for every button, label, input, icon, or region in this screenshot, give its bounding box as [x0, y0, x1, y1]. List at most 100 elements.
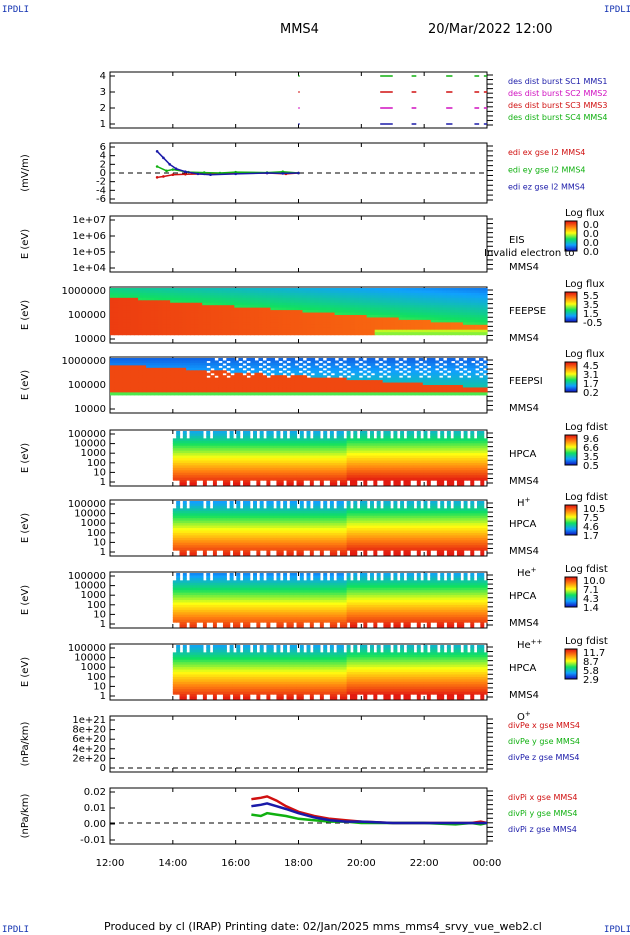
feepsi-cell [423, 392, 428, 395]
feepsi-cell [443, 392, 448, 395]
feepse-cell [419, 332, 424, 335]
feepsi-cell [303, 392, 308, 395]
feepsi-cell [411, 392, 416, 395]
feepsi-cell [451, 358, 456, 361]
feepsi-cell [479, 373, 484, 376]
feepse-cell [411, 332, 416, 335]
feepsi-cell [455, 365, 460, 368]
feepsi-cell [435, 360, 440, 363]
feepsi-cell [270, 365, 275, 368]
feepse-cell [142, 332, 147, 335]
feepsi-cell [323, 392, 328, 395]
feepsi-cell [483, 360, 488, 363]
feepsi-cell [435, 392, 440, 395]
feepse-colorbar-tick: -0.5 [583, 318, 603, 329]
feepsi-cell [427, 373, 432, 376]
feepsi-cell [399, 363, 404, 366]
feepsi-cell [282, 370, 287, 373]
feepsi-cell [407, 368, 412, 371]
feepsi-cell [319, 358, 324, 361]
feepsi-cell [258, 368, 263, 371]
feepsi-cell [383, 360, 388, 363]
time-axis-label: 16:00 [221, 858, 250, 869]
time-axis-label: 18:00 [284, 858, 313, 869]
feepsi-cell [399, 392, 404, 395]
feepse-cell [315, 332, 320, 335]
feepsi-cell [427, 363, 432, 366]
feepsi-cell [447, 368, 452, 371]
feepsi-cell [238, 363, 243, 366]
feepsi-cell [379, 392, 384, 395]
feepsi-cell [463, 365, 468, 368]
feepsi-ylabel: E (eV) [20, 370, 31, 400]
feepsi-cell [311, 392, 316, 395]
edi-series-point [234, 173, 237, 176]
eis-ytick-label: 1e+04 [72, 263, 106, 274]
feepse-cell [186, 332, 191, 335]
feepse-cell [451, 332, 456, 335]
feepse-ytick-label: 10000 [74, 334, 106, 345]
feepsi-cell [258, 392, 263, 395]
feepsi-cell [347, 392, 352, 395]
feepse-cell [307, 332, 312, 335]
feepsi-cell [262, 392, 267, 395]
feepsi-cell [387, 392, 392, 395]
feepsi-cell [226, 358, 231, 361]
feepsi-cell [138, 392, 143, 395]
edi-series-point [281, 172, 284, 175]
feepsi-cell [262, 365, 267, 368]
feepse-cell [198, 332, 203, 335]
feepsi-cell [206, 373, 211, 376]
feepsi-cell [278, 358, 283, 361]
burst-legend-label: des dist burst SC1 MMS1 [508, 77, 607, 86]
edi-legend-label: edi ex gse l2 MMS4 [508, 148, 585, 157]
eis-panel-frame [110, 216, 487, 272]
feepse-cell [299, 332, 304, 335]
time-axis-label: 22:00 [410, 858, 439, 869]
feepsi-cell [206, 368, 211, 371]
eis-ytick-label: 1e+05 [72, 247, 106, 258]
feepsi-cell [355, 360, 360, 363]
feepsi-cell [319, 392, 324, 395]
edi-series-point [162, 175, 165, 178]
feepsi-cell [347, 363, 352, 366]
feepsi-cell [415, 392, 420, 395]
feepsi-cell [290, 392, 295, 395]
feepsi-cell [331, 392, 336, 395]
feepse-cell [355, 332, 360, 335]
hpca-h-colorbar-title: Log fdist [565, 422, 608, 433]
feepsi-cell [407, 373, 412, 376]
feepsi-ytick-label: 100000 [68, 380, 106, 391]
feepse-cell [431, 332, 436, 335]
feepsi-cell [230, 365, 235, 368]
feepsi-cell [182, 392, 187, 395]
feepsi-cell [431, 392, 436, 395]
feepsi-cell [206, 392, 211, 395]
feepse-cell [170, 332, 175, 335]
feepse-cell [154, 332, 159, 335]
feepsi-cell [447, 392, 452, 395]
feepse-cell [190, 332, 195, 335]
feepse-cell [439, 332, 444, 335]
feepsi-cell [258, 363, 263, 366]
burst-ytick-label: 2 [100, 103, 106, 114]
edi-series-point [197, 173, 200, 176]
feepsi-cell [311, 370, 316, 373]
feepse-cell [242, 332, 247, 335]
feepsi-cell [451, 392, 456, 395]
burst-ytick-label: 4 [100, 71, 106, 82]
feepsi-cell [459, 392, 464, 395]
feepsi-cell [471, 358, 476, 361]
feepsi-cell [347, 368, 352, 371]
feepsi-cell [222, 365, 227, 368]
feepsi-cell [323, 365, 328, 368]
feepsi-cell [230, 392, 235, 395]
feepsi-cell [463, 370, 468, 373]
feepsi-cell [130, 392, 135, 395]
feepsi-cell [266, 368, 271, 371]
feepsi-cell [222, 360, 227, 363]
feepsi-cell [343, 392, 348, 395]
feepsi-cell [266, 358, 271, 361]
feepsi-cell [327, 358, 332, 361]
hpca-h-colorbar [565, 435, 577, 465]
